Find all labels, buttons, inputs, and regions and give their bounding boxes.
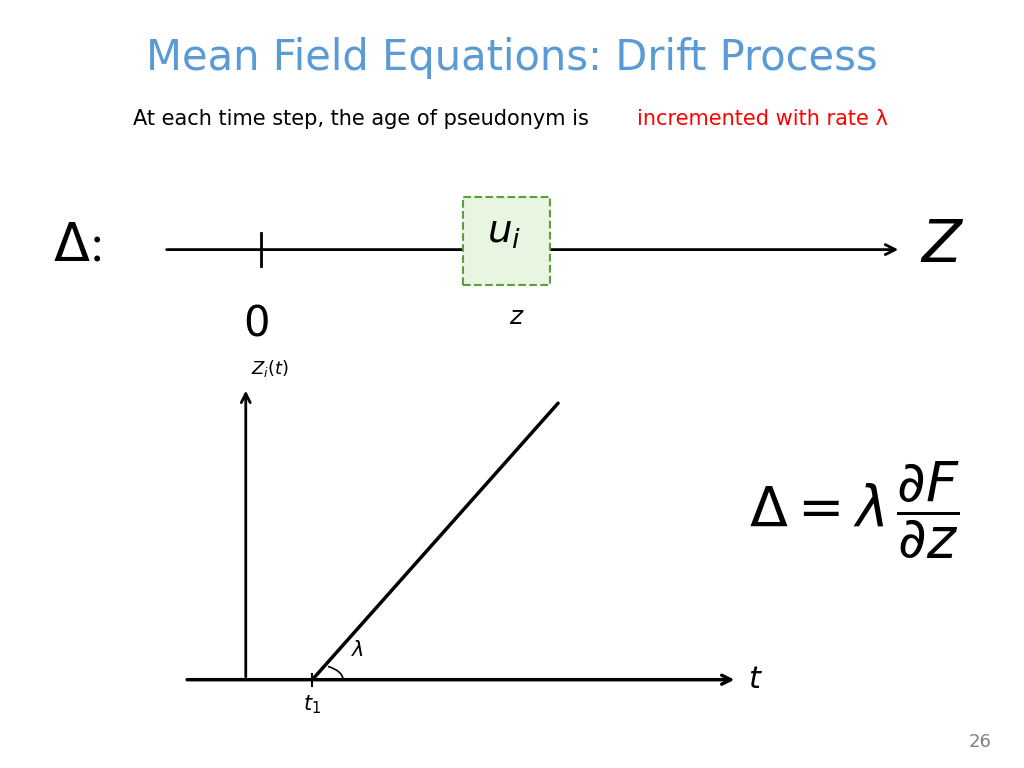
Text: $t$: $t$: [748, 666, 763, 694]
Text: Mean Field Equations: Drift Process: Mean Field Equations: Drift Process: [146, 37, 878, 78]
Text: $t_1$: $t_1$: [303, 694, 322, 716]
Text: $Z$: $Z$: [920, 222, 964, 274]
Text: $\Delta$:: $\Delta$:: [52, 223, 101, 273]
Text: At each time step, the age of pseudonym is: At each time step, the age of pseudonym …: [133, 109, 596, 129]
Text: $z$: $z$: [509, 307, 525, 329]
Text: $\lambda$: $\lambda$: [351, 641, 365, 660]
Text: $\Delta = \lambda\,\dfrac{\partial F}{\partial z}$: $\Delta = \lambda\,\dfrac{\partial F}{\p…: [750, 460, 961, 561]
Text: 26: 26: [969, 733, 991, 751]
Text: incremented with rate λ: incremented with rate λ: [637, 109, 888, 129]
Text: $Z_i(t)$: $Z_i(t)$: [251, 358, 289, 379]
Bar: [463, 197, 551, 285]
Text: $u_i$: $u_i$: [486, 217, 521, 251]
Text: $0$: $0$: [243, 307, 269, 345]
